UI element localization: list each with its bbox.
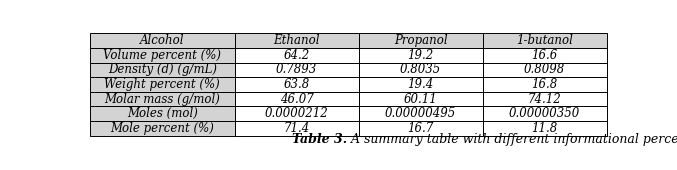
Text: Ethanol: Ethanol [274,34,320,47]
Text: 60.11: 60.11 [403,93,437,106]
Text: Density (d) (g/mL): Density (d) (g/mL) [108,63,217,76]
Text: 1-butanol: 1-butanol [517,34,573,47]
Text: Mole percent (%): Mole percent (%) [110,122,214,135]
Text: 46.07: 46.07 [280,93,313,106]
Bar [234,33,359,48]
Bar [483,121,607,136]
Bar [359,77,483,92]
Bar [234,106,359,121]
Text: 74.12: 74.12 [528,93,561,106]
Text: 0.00000350: 0.00000350 [509,107,580,120]
Bar [359,48,483,63]
Bar [359,106,483,121]
Text: Propanol: Propanol [394,34,447,47]
Bar [234,63,359,77]
Text: 0.8098: 0.8098 [524,63,565,76]
Bar [90,92,234,106]
Text: 0.0000212: 0.0000212 [265,107,328,120]
Text: Molar mass (g/mol): Molar mass (g/mol) [104,93,220,106]
Bar [90,63,234,77]
Bar [483,33,607,48]
Bar [483,63,607,77]
Bar [359,92,483,106]
Text: Moles (mol): Moles (mol) [127,107,198,120]
Text: 64.2: 64.2 [284,49,309,62]
Bar [234,48,359,63]
Bar [483,92,607,106]
Text: A summary table with different informational percentages.: A summary table with different informati… [347,133,677,146]
Text: 16.6: 16.6 [531,49,558,62]
Bar [359,121,483,136]
Text: 16.7: 16.7 [408,122,434,135]
Text: 0.7893: 0.7893 [276,63,318,76]
Text: Table 3.: Table 3. [292,133,347,146]
Text: 0.00000495: 0.00000495 [385,107,456,120]
Bar [234,121,359,136]
Text: 16.8: 16.8 [531,78,558,91]
Bar [359,33,483,48]
Text: 0.8035: 0.8035 [400,63,441,76]
Bar [234,92,359,106]
Text: Weight percent (%): Weight percent (%) [104,78,220,91]
Text: Volume percent (%): Volume percent (%) [103,49,221,62]
Text: 19.2: 19.2 [408,49,434,62]
Bar [90,77,234,92]
Text: Alcohol: Alcohol [140,34,184,47]
Bar [483,106,607,121]
Bar [90,33,234,48]
Bar [90,48,234,63]
Text: 71.4: 71.4 [284,122,309,135]
Text: 63.8: 63.8 [284,78,309,91]
Bar [90,106,234,121]
Bar [483,77,607,92]
Text: 19.4: 19.4 [408,78,434,91]
Bar [483,48,607,63]
Bar [359,63,483,77]
Bar [90,121,234,136]
Text: 11.8: 11.8 [531,122,558,135]
Bar [234,77,359,92]
